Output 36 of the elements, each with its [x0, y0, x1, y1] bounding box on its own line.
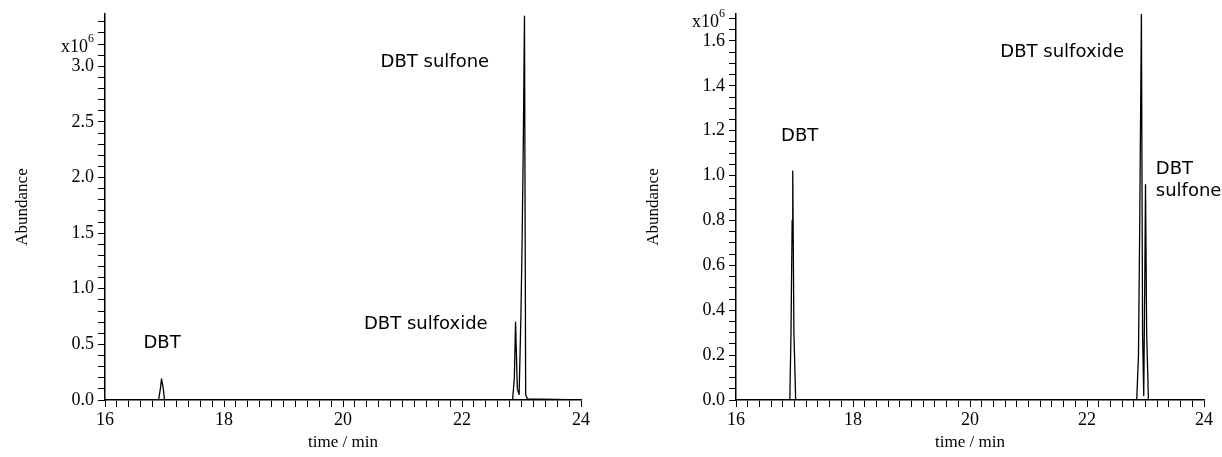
x-tick-label: 24: [572, 408, 590, 429]
y-tick-label: 3.0: [71, 55, 94, 76]
annotation: DBT sulfoxide: [363, 311, 488, 333]
annotation: DBT sulfone: [380, 49, 490, 71]
x-tick-label: 20: [961, 408, 979, 429]
x-axis-title: time / min: [308, 432, 379, 452]
y-tick-label: 0.0: [71, 388, 94, 409]
y-tick-label: 1.4: [702, 74, 725, 95]
annotation: DBT: [781, 123, 820, 145]
y-tick-label: 2.5: [71, 110, 94, 131]
y-tick-label: 1.0: [71, 277, 94, 298]
x-tick-label: 18: [844, 408, 862, 429]
y-tick-label: 0.5: [71, 333, 94, 354]
x-tick-label: 20: [334, 408, 352, 429]
y-tick-label: 2.0: [71, 166, 94, 187]
y-tick-label: 0.6: [702, 254, 725, 275]
x-tick-label: 24: [1195, 408, 1213, 429]
annotation: DBT sulfoxide: [1000, 40, 1125, 62]
x-tick-label: 16: [727, 408, 745, 429]
y-axis-title: Abundance: [642, 168, 662, 246]
y-tick-label: 1.5: [71, 221, 94, 242]
y-axis-title: Abundance: [11, 168, 31, 246]
y-tick-label: 1.6: [702, 29, 725, 50]
y-tick-label: 0.0: [702, 388, 725, 409]
y-tick-label: 1.2: [702, 119, 725, 140]
y-tick-label: 1.0: [702, 164, 725, 185]
x-tick-label: 18: [215, 408, 233, 429]
annotation: DBT sulfone: [1155, 157, 1222, 201]
x-tick-label: 22: [453, 408, 471, 429]
y-tick-label: 0.4: [702, 298, 725, 319]
y-tick-label: 0.2: [702, 343, 725, 364]
x-axis-title: time / min: [935, 432, 1006, 452]
x-tick-label: 16: [96, 408, 114, 429]
y-tick-label: 0.8: [702, 209, 725, 230]
annotation: DBT: [143, 331, 182, 353]
x-tick-label: 22: [1078, 408, 1096, 429]
